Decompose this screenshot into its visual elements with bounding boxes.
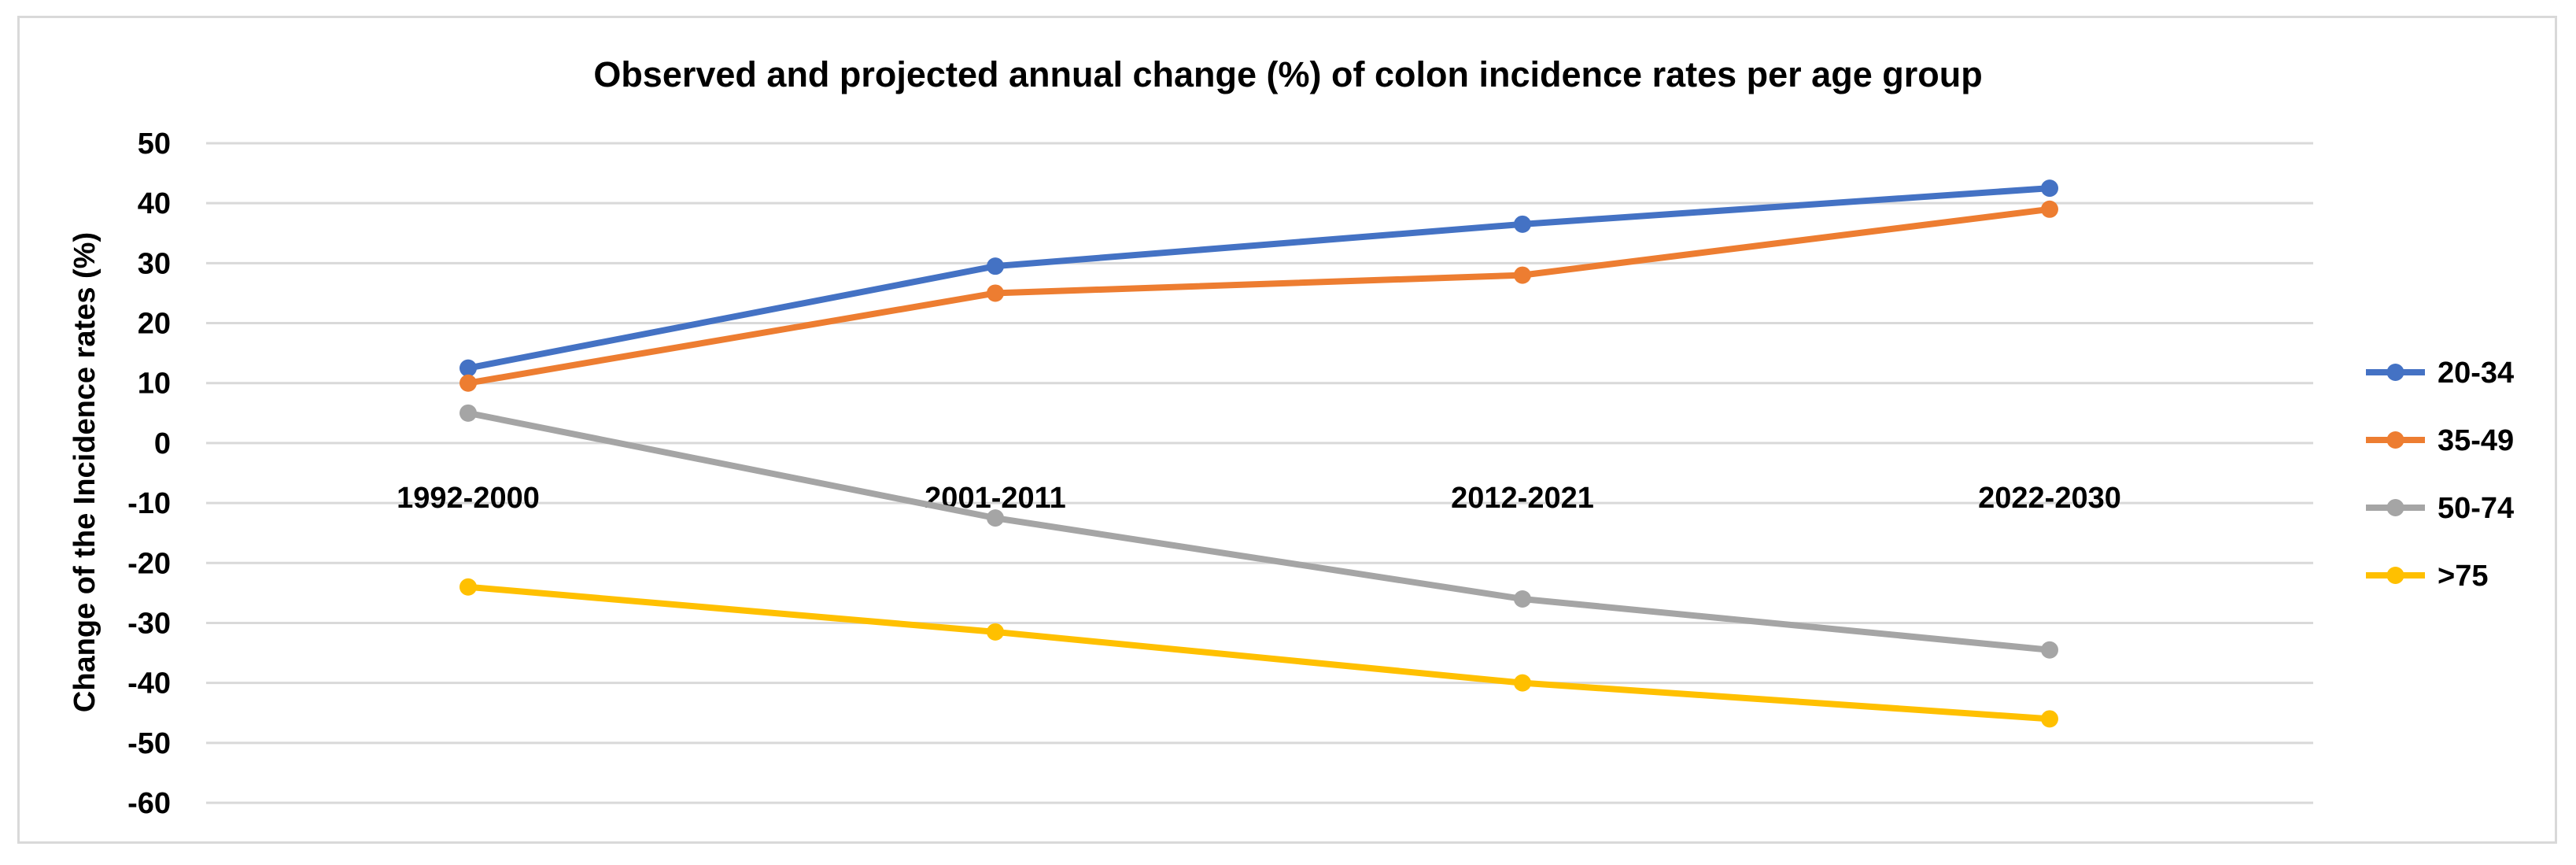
data-point — [1514, 674, 1531, 692]
legend-label: 35-49 — [2438, 424, 2514, 457]
series-line-75 — [465, 583, 2053, 723]
legend-label: >75 — [2438, 560, 2488, 593]
gridlines — [206, 142, 2313, 804]
y-tick-label: -40 — [127, 667, 171, 701]
y-tick-label: 50 — [138, 128, 171, 161]
data-point — [459, 404, 477, 422]
chart-area — [17, 16, 2557, 844]
x-tick-label: 2022-2030 — [1978, 482, 2121, 515]
series-line-2034 — [465, 185, 2053, 372]
data-point — [1514, 590, 1531, 608]
data-point — [987, 284, 1004, 302]
data-point — [459, 359, 477, 377]
legend-label: 50-74 — [2438, 492, 2514, 525]
y-tick-label: 0 — [154, 427, 171, 460]
data-point — [2041, 710, 2058, 728]
y-tick-label: -60 — [127, 787, 171, 820]
legend-label: 20-34 — [2438, 357, 2514, 390]
data-point — [1514, 266, 1531, 284]
legend: 20-34 35-49 50-74 >75 — [2366, 357, 2514, 593]
data-point — [987, 509, 1004, 527]
y-tick-label: -50 — [127, 727, 171, 760]
data-point — [2041, 179, 2058, 198]
chart-title: Observed and projected annual change (%)… — [593, 54, 1982, 94]
data-point — [459, 374, 477, 392]
y-tick-label: 20 — [138, 308, 171, 341]
legend-swatch-marker — [2386, 431, 2404, 449]
series-line-5074 — [465, 409, 2053, 653]
x-axis-tick-labels: 1992-2000 2001-2011 2012-2021 2022-2030 — [397, 482, 2121, 515]
y-tick-label: -10 — [127, 487, 171, 520]
legend-swatch-marker — [2386, 364, 2404, 381]
y-axis-tick-labels: 50 40 30 20 10 0 -10 -20 -30 -40 -50 -60 — [127, 128, 171, 820]
legend-swatch-marker — [2386, 499, 2404, 516]
data-point — [2041, 641, 2058, 659]
data-point — [2041, 200, 2058, 218]
y-tick-label: 40 — [138, 187, 171, 220]
data-point — [459, 578, 477, 596]
y-tick-label: -30 — [127, 607, 171, 640]
y-tick-label: 30 — [138, 247, 171, 280]
y-tick-label: 10 — [138, 368, 171, 401]
data-point — [1514, 215, 1531, 233]
series-markers — [459, 179, 2058, 728]
legend-swatch-marker — [2386, 567, 2404, 584]
x-tick-label: 2012-2021 — [1451, 482, 1594, 515]
series-line-3549 — [465, 205, 2053, 386]
y-tick-label: -20 — [127, 547, 171, 580]
x-tick-label: 1992-2000 — [397, 482, 540, 515]
y-axis-title: Change of the Incidence rates (%) — [68, 232, 101, 712]
series-lines — [465, 185, 2053, 723]
data-point — [987, 623, 1004, 641]
data-point — [987, 257, 1004, 275]
